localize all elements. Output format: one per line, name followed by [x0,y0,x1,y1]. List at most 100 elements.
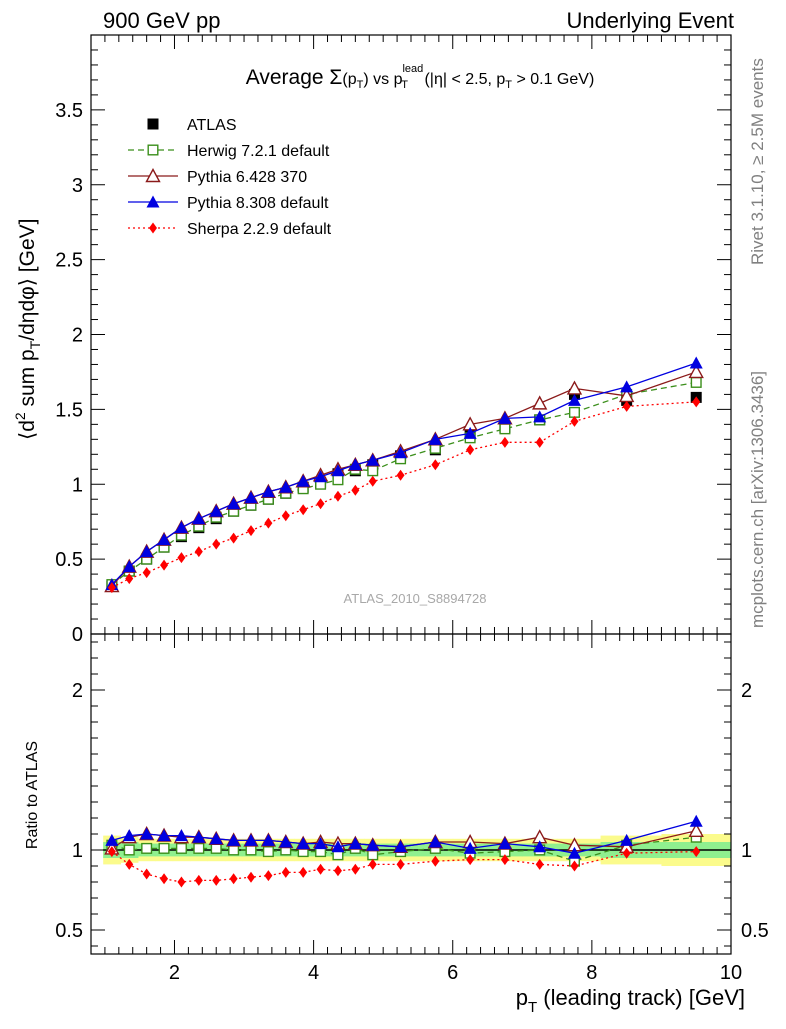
ratio-data-point [351,863,360,875]
ratio-data-point [227,833,241,846]
data-point [157,533,171,546]
ratio-data-point [193,842,205,854]
x-tick-label: 6 [447,962,458,984]
data-point [428,432,442,445]
main-title: Average Σ(pT) vs plead T (|η| < 2.5, pT >… [246,63,595,91]
data-point [499,423,511,435]
data-point [264,517,273,529]
ratio-data-point [366,838,380,851]
data-point [567,393,581,406]
ratio-data-point [229,873,238,885]
legend-entry: Sherpa 2.2.9 default [128,221,332,238]
ratio-data-point [140,827,154,840]
ratio-data-point [157,829,171,842]
ratio-data-point [209,832,223,845]
ratio-data-point [262,846,274,858]
ratio-data-point [431,855,440,867]
ratio-data-point [466,854,475,866]
title-prefix: Average [246,66,330,89]
ratio-data-point [177,876,186,888]
main-y-axis-label: ⟨d2 sum pT/dηdφ⟩ [GeV] [12,219,43,440]
x-tick-label: 2 [169,962,180,984]
legend-entry: Herwig 7.2.1 default [128,143,330,160]
ratio-data-point [314,837,328,850]
data-point [244,491,258,504]
legend-marker [147,118,159,130]
ratio-data-point [463,841,477,854]
data-point [692,396,701,408]
data-point [622,400,631,412]
ratio-data-point [192,830,206,843]
ratio-data-point [394,840,408,853]
ratio-y-axis-label: Ratio to ATLAS [24,741,41,849]
data-point [247,525,255,537]
header-collision-label: 900 GeV pp [103,8,220,33]
main-y-tick-label: 3 [72,175,83,197]
data-point [229,532,238,544]
ratio-y-tick-label-right: 2 [741,680,752,702]
series-sherpa-2-2-9-default [107,396,701,594]
ratio-data-point [281,866,290,878]
ratio-data-point [228,844,240,856]
legend-entry: Pythia 8.308 default [128,195,329,212]
ratio-data-point [533,840,547,853]
ratio-y-tick-label-right: 1 [741,840,752,862]
ratio-data-point [333,865,342,877]
data-point [212,538,221,550]
ratio-data-point [158,842,170,854]
data-point [314,470,328,483]
data-point [122,560,136,573]
data-point [533,410,547,423]
data-point [192,512,206,525]
data-point [174,521,188,534]
ratio-y-tick-label-right: 0.5 [741,920,769,942]
ratio-data-point [331,840,345,853]
ratio-data-point [622,847,631,859]
data-point [299,504,308,516]
data-point [690,376,702,388]
ratio-data-point [299,866,308,878]
data-point [498,411,512,424]
ratio-tick-labels: 0.5 0.5 1 1 2 2 2 4 6 8 10 [55,680,769,984]
data-point [366,453,380,466]
ratio-data-point [428,835,442,848]
ylabel-sup: 2 [12,412,28,420]
mcplots-label: mcplots.cern.ch [arXiv:1306.3436] [748,371,767,628]
legend-entry: Pythia 6.428 370 [128,168,307,186]
legend-label: Herwig 7.2.1 default [187,143,330,160]
x-axis-label: pT (leading track) [GeV] [516,985,745,1016]
ylabel-part-c: /dηdφ⟩ [GeV] [16,219,39,341]
ratio-data-point [535,858,544,870]
ratio-data-point [296,837,310,850]
ylabel-sub: T [27,340,43,349]
data-point [279,480,293,493]
title-pt-close: ) [363,71,368,88]
data-point [142,567,151,579]
data-point [367,465,379,477]
ratio-data-point [125,858,134,870]
data-point [348,458,362,471]
data-point [396,469,405,481]
legend-label: Pythia 6.428 370 [187,169,307,186]
data-point [227,497,241,510]
data-point [570,415,579,427]
xlabel-part-b: (leading track) [GeV] [537,985,745,1010]
data-point [500,436,509,448]
ratio-data-point [500,854,509,866]
title-pt-open: (p [342,71,356,88]
ratio-y-tick-label: 0.5 [55,920,83,942]
data-point [281,510,290,522]
data-point [532,395,548,410]
ratio-data-point [261,833,275,846]
ratio-data-point [367,849,379,861]
ratio-y-tick-label: 1 [72,840,83,862]
ratio-data-point [175,842,187,854]
title-sigma: Σ [329,66,342,89]
data-point [333,490,342,502]
series-line [111,401,697,589]
x-tick-label: 8 [586,962,597,984]
main-y-tick-label: 0.5 [55,549,83,571]
data-point [466,444,475,456]
title-pt-sub: T [357,79,364,91]
